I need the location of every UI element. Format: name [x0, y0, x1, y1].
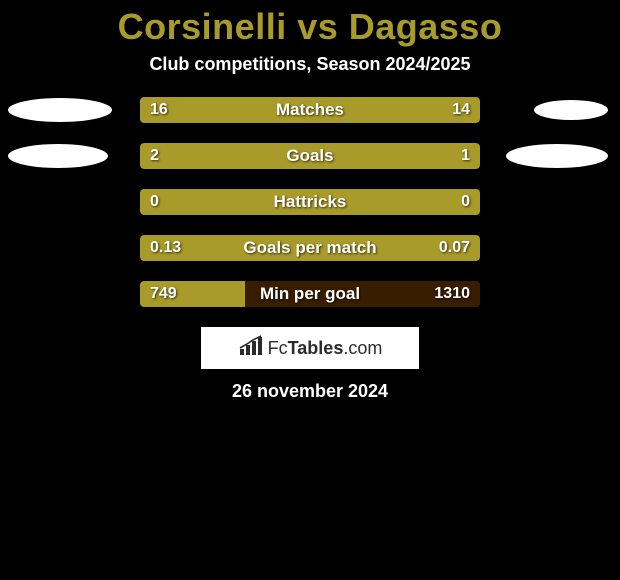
brand-part3: .com: [343, 338, 382, 358]
stat-value-right: 1310: [434, 281, 470, 307]
stat-value-right: 14: [452, 97, 470, 123]
stat-label: Min per goal: [140, 281, 480, 307]
stat-row: 0 Hattricks 0: [0, 189, 620, 215]
avatar-placeholder-right: [534, 100, 608, 120]
brand-text: FcTables.com: [268, 338, 383, 359]
stat-label: Goals per match: [140, 235, 480, 261]
bar-track: 0.13 Goals per match 0.07: [140, 235, 480, 261]
avatar-placeholder-left: [8, 98, 112, 122]
brand-part1: Fc: [268, 338, 288, 358]
date-text: 26 november 2024: [0, 381, 620, 402]
stat-value-right: 0: [461, 189, 470, 215]
brand-part2: Tables: [288, 338, 344, 358]
title-player2: Dagasso: [349, 6, 503, 47]
stat-row: 2 Goals 1: [0, 143, 620, 169]
bar-chart-icon: [238, 335, 264, 362]
stat-row: 749 Min per goal 1310: [0, 281, 620, 307]
stat-label: Goals: [140, 143, 480, 169]
bar-track: 0 Hattricks 0: [140, 189, 480, 215]
title-player1: Corsinelli: [118, 6, 287, 47]
stat-row: 0.13 Goals per match 0.07: [0, 235, 620, 261]
title-vs: vs: [287, 6, 349, 47]
stat-value-right: 1: [461, 143, 470, 169]
bar-track: 749 Min per goal 1310: [140, 281, 480, 307]
stats-chart: 16 Matches 14 2 Goals 1 0 Hattricks: [0, 97, 620, 307]
brand-logo: FcTables.com: [201, 327, 419, 369]
bar-track: 2 Goals 1: [140, 143, 480, 169]
stat-label: Hattricks: [140, 189, 480, 215]
stat-value-right: 0.07: [439, 235, 470, 261]
page-title: Corsinelli vs Dagasso: [0, 6, 620, 48]
stat-label: Matches: [140, 97, 480, 123]
avatar-placeholder-right: [506, 144, 608, 168]
subtitle: Club competitions, Season 2024/2025: [0, 54, 620, 75]
comparison-widget: Corsinelli vs Dagasso Club competitions,…: [0, 0, 620, 580]
stat-row: 16 Matches 14: [0, 97, 620, 123]
avatar-placeholder-left: [8, 144, 108, 168]
bar-track: 16 Matches 14: [140, 97, 480, 123]
